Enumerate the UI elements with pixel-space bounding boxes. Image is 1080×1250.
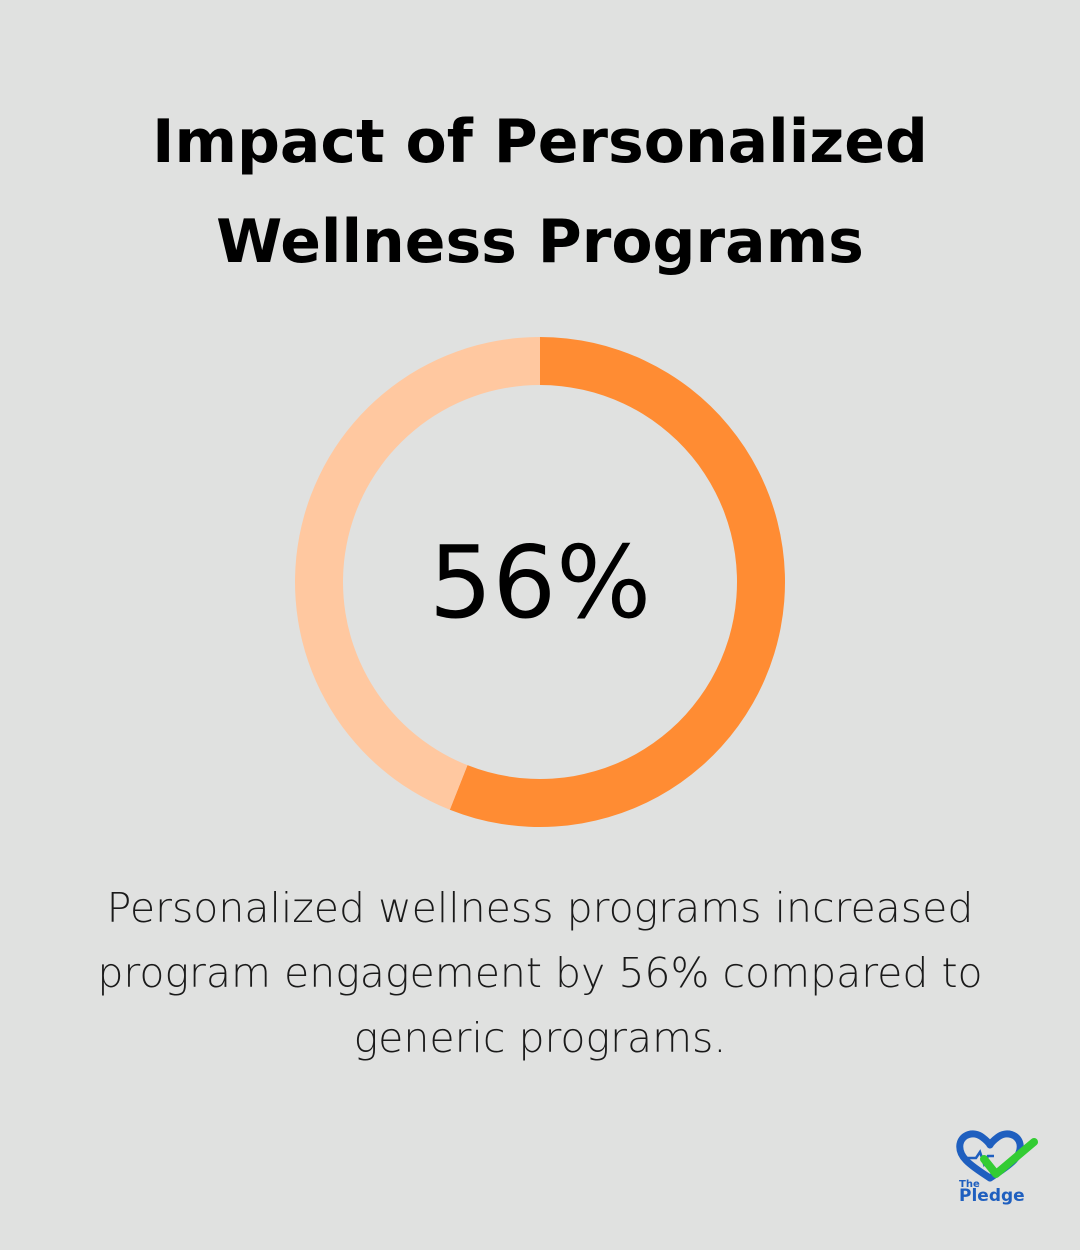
heart-icon: [956, 1130, 1024, 1182]
donut-slice-1: [449, 337, 785, 827]
donut-chart-svg: [295, 337, 785, 827]
caption-line-3: generic programs.: [353, 1014, 727, 1062]
heart-check-icon: [956, 1130, 1038, 1182]
caption-line-1: Personalized wellness programs increased: [106, 884, 974, 932]
chart-title-line-1: Impact of Personalized: [152, 107, 928, 177]
chart-caption: Personalized wellness programs increased…: [40, 876, 1040, 1071]
donut-chart: 56%: [290, 332, 790, 832]
chart-title-line-2: Wellness Programs: [216, 207, 864, 277]
logo-text-pledge: Pledge: [959, 1186, 1025, 1206]
caption-line-2: program engagement by 56% compared to: [97, 949, 983, 997]
donut-center-value: 56%: [428, 523, 652, 641]
check-icon: [980, 1138, 1038, 1178]
the-pledge-logo: The Pledge: [950, 1128, 1045, 1210]
logo-text-the: The: [959, 1179, 980, 1190]
chart-title: Impact of Personalized Wellness Programs: [40, 92, 1040, 292]
donut-slice-2: [295, 337, 540, 810]
